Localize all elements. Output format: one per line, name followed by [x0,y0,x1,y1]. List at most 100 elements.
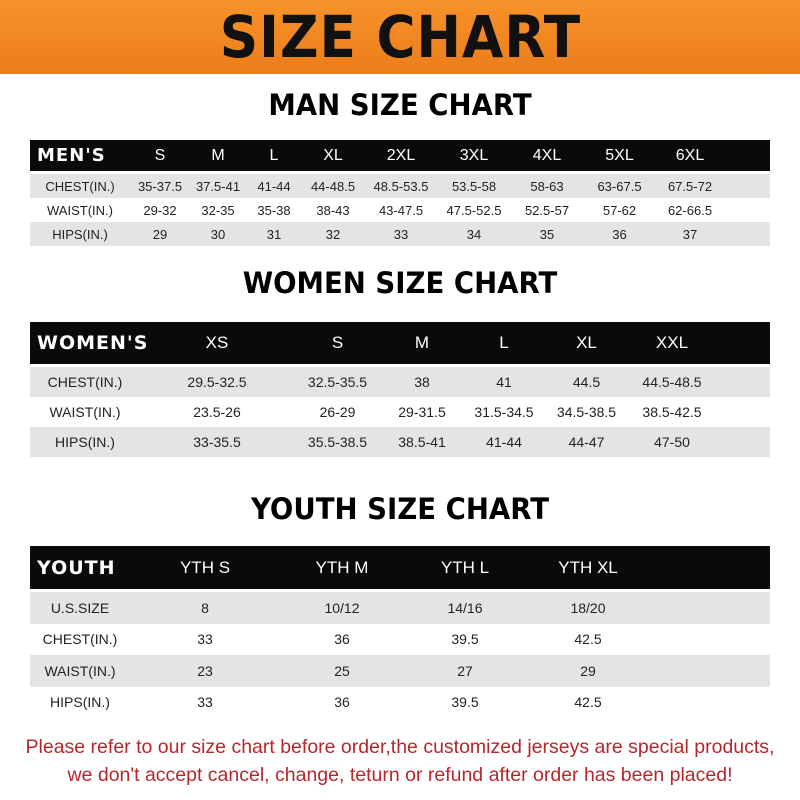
table-cell: 32-35 [201,202,235,218]
table-cell: 58-63 [530,178,564,194]
youth-size-chart-title: YOUTH SIZE CHART [250,492,550,526]
table-cell: 35 [539,226,555,242]
row-label: HIPS(IN.) [52,226,108,242]
table-cell: 8 [201,599,209,616]
table-cell: 31 [266,226,282,242]
notice-line-2: we don't accept cancel, change, teturn o… [67,764,733,786]
table-cell: 10/12 [324,599,360,616]
row-label: CHEST(IN.) [45,178,115,194]
table-cell: 35-37.5 [137,178,183,194]
table-row: WAIST(IN.) 23 25 27 29 [30,655,770,687]
table-cell: 23.5-26 [193,404,241,420]
table-header-row: YOUTH YTH S YTH M YTH L YTH XL [30,546,770,589]
table-cell: 36 [334,631,350,648]
row-label: WAIST(IN.) [44,662,116,679]
table-row: WAIST(IN.) 29-32 32-35 35-38 38-43 43-47.5 47.… [30,198,770,222]
size-column-header: YTH L [440,557,490,577]
notice-line-1: Please refer to our size chart before or… [25,736,775,758]
size-column-header: M [211,146,225,164]
table-header-row: WOMEN'S XS S M L XL XXL [30,322,770,364]
table-cell: 44.5-48.5 [642,374,702,390]
table-cell: 32.5-35.5 [307,374,368,390]
table-cell: 38-43 [316,202,350,218]
table-cell: 27 [457,662,473,679]
order-notice: Please refer to our size chart before or… [0,733,800,789]
table-cell: 36 [334,694,350,711]
table-header-label: WOMEN'S [37,332,149,354]
size-column-header: 3XL [459,146,489,164]
table-cell: 48.5-53.5 [373,178,429,194]
table-cell: 44.5 [572,374,601,390]
size-chart-banner: SIZE CHART [0,0,800,74]
table-cell: 33-35.5 [193,434,241,450]
table-cell: 44-48.5 [310,178,356,194]
table-cell: 30 [210,226,226,242]
size-column-header: 4XL [532,146,562,164]
table-cell: 38.5-42.5 [642,404,702,420]
table-cell: 33 [197,694,213,711]
table-cell: 47.5-52.5 [446,202,502,218]
table-row: WAIST(IN.) 23.5-26 26-29 29-31.5 31.5-34.5 34… [30,397,770,427]
table-row: CHEST(IN.) 33 36 39.5 42.5 [30,624,770,656]
table-cell: 47-50 [654,434,690,450]
table-cell: 36 [612,226,627,242]
row-label: HIPS(IN.) [55,434,115,450]
women-size-chart-title: WOMEN SIZE CHART [242,266,558,300]
row-label: WAIST(IN.) [47,202,113,218]
table-cell: 57-62 [602,202,637,218]
table-row: CHEST(IN.) 35-37.5 37.5-41 41-44 44-48.5 48.5… [30,174,770,198]
table-cell: 67.5-72 [667,178,713,194]
size-column-header: YTH S [179,557,231,577]
size-column-header: XL [576,333,597,352]
row-label: CHEST(IN.) [42,631,118,648]
table-cell: 53.5-58 [451,178,497,194]
table-row: HIPS(IN.) 29 30 31 32 33 34 35 36 37 [30,222,770,246]
row-label: WAIST(IN.) [49,404,121,420]
table-cell: 29 [152,226,168,242]
table-cell: 18/20 [570,599,606,616]
size-column-header: L [499,333,509,352]
size-column-header: 6XL [675,146,705,164]
table-cell: 42.5 [574,694,602,711]
table-row: CHEST(IN.) 29.5-32.5 32.5-35.5 38 41 44.5 44.5… [30,367,770,397]
size-column-header: YTH M [315,557,369,577]
table-cell: 41-44 [486,434,522,450]
table-cell: 31.5-34.5 [474,404,534,420]
table-cell: 37.5-41 [195,178,241,194]
table-cell: 35-38 [257,202,291,218]
table-cell: 14/16 [447,599,483,616]
women-size-table: WOMEN'S XS S M L XL XXL CHEST(IN.) 29.5-32.5 32.5… [30,322,770,457]
men-size-table: MEN'S S M L XL 2XL 3XL 4XL 5XL 6XL CHEST(IN.) 35-37… [30,140,770,246]
table-cell: 39.5 [451,694,479,711]
size-column-header: 5XL [605,146,634,164]
table-cell: 33 [393,226,409,242]
size-column-header: XL [323,146,343,164]
table-cell: 23 [197,662,213,679]
row-label: CHEST(IN.) [47,374,123,390]
table-cell: 26-29 [319,404,356,420]
table-cell: 43-47.5 [378,202,424,218]
table-cell: 38.5-41 [398,434,446,450]
size-column-header: YTH XL [558,557,618,577]
row-label: HIPS(IN.) [50,694,110,711]
table-cell: 52.5-57 [524,202,570,218]
table-cell: 29-32 [143,202,177,218]
banner-title: SIZE CHART [219,3,581,71]
table-cell: 37 [682,226,698,242]
size-column-header: L [269,146,279,164]
table-cell: 35.5-38.5 [307,434,368,450]
table-cell: 42.5 [574,631,602,648]
table-cell: 41-44 [257,178,291,194]
size-column-header: S [331,333,344,352]
table-header-label: YOUTH [37,556,116,579]
size-column-header: M [414,333,430,352]
table-cell: 29 [580,662,596,679]
table-cell: 25 [334,662,350,679]
size-column-header: 2XL [386,146,416,164]
size-column-header: XXL [655,333,689,352]
table-cell: 62-66.5 [667,202,713,218]
table-cell: 32 [325,226,341,242]
table-cell: 33 [197,631,213,648]
men-size-chart-title: MAN SIZE CHART [268,88,532,122]
table-row: HIPS(IN.) 33 36 39.5 42.5 [30,687,770,719]
